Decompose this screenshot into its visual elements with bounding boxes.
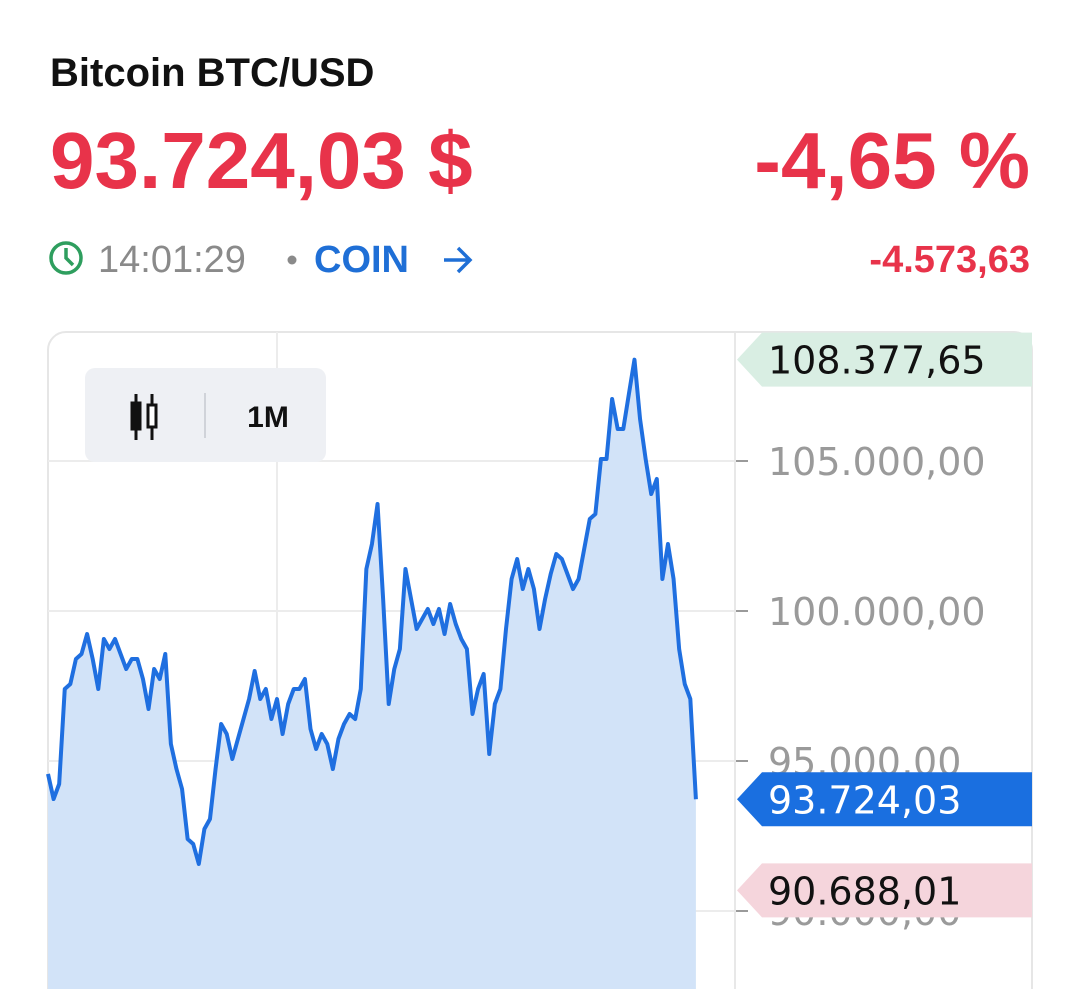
price-badge-label: 90.688,01 — [768, 869, 961, 913]
separator-dot — [287, 255, 297, 265]
price-badge — [737, 332, 1032, 387]
price-badge — [737, 772, 1032, 827]
area — [48, 359, 696, 989]
chart: 90.000,0095.000,00100.000,00105.000,00De… — [46, 332, 1032, 989]
candle-icon[interactable] — [130, 394, 158, 440]
price: 93.724,03 $ — [50, 116, 473, 205]
price-badge-label: 93.724,03 — [768, 778, 961, 822]
y-tick-label: 100.000,00 — [768, 590, 986, 634]
source-link[interactable]: COIN — [314, 239, 409, 281]
period-button[interactable]: 1M — [247, 401, 289, 434]
change-pct: -4,65 % — [754, 116, 1030, 205]
price-line — [46, 357, 698, 866]
time: 14:01:29 — [98, 239, 246, 281]
title: Bitcoin BTC/USD — [50, 51, 374, 95]
clock-icon — [49, 241, 83, 275]
change-abs: -4.573,63 — [869, 239, 1030, 281]
price-badge — [737, 863, 1032, 918]
price-badge-label: 108.377,65 — [768, 339, 986, 383]
arrow-icon[interactable] — [444, 246, 473, 274]
y-tick-label: 105.000,00 — [768, 440, 986, 484]
